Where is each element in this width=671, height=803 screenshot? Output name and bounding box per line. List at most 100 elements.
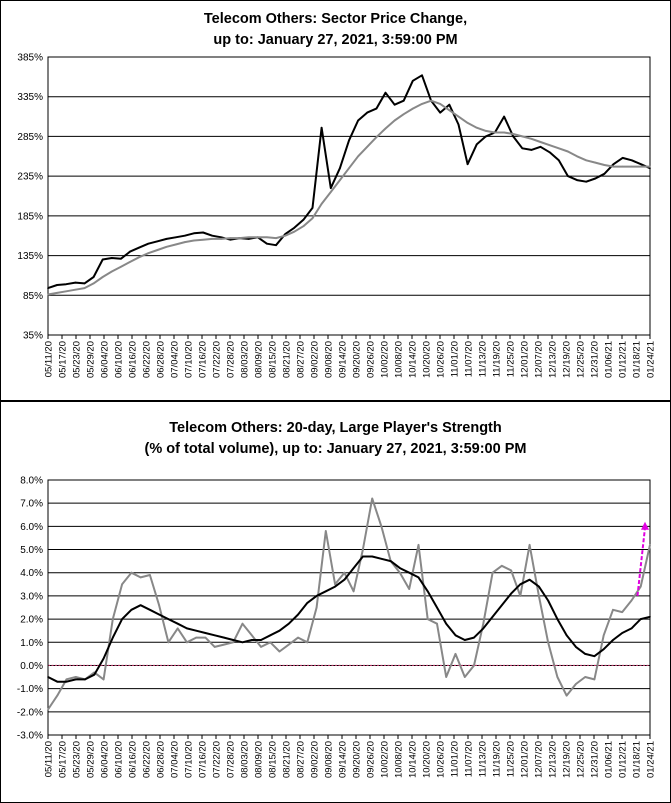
data-point xyxy=(602,648,605,650)
data-point xyxy=(101,276,104,278)
x-tick-label: 07/04/20 xyxy=(170,341,181,378)
data-point xyxy=(512,133,514,135)
data-point xyxy=(147,252,150,254)
data-point xyxy=(311,207,314,209)
x-tick-label: 11/19/20 xyxy=(492,341,503,377)
data-point xyxy=(528,544,531,546)
x-tick-label: 06/28/20 xyxy=(156,341,167,378)
x-tick-label: 01/06/21 xyxy=(604,341,615,378)
data-point xyxy=(475,143,478,146)
data-point xyxy=(229,237,232,239)
x-tick-label: 07/28/20 xyxy=(226,341,237,378)
data-point xyxy=(649,544,651,546)
x-tick-label: 11/01/20 xyxy=(450,341,461,377)
y-tick-label: 5.0% xyxy=(20,545,43,556)
data-point xyxy=(548,151,551,154)
data-point xyxy=(111,257,113,259)
x-tick-label: 10/20/20 xyxy=(422,341,433,378)
data-point xyxy=(149,609,151,611)
x-tick-label: 11/07/20 xyxy=(464,741,475,777)
data-point xyxy=(640,163,642,165)
data-point xyxy=(315,606,318,609)
y-tick-label: 6.0% xyxy=(20,522,43,533)
x-tick-label: 06/16/20 xyxy=(128,341,139,378)
data-point xyxy=(339,179,341,181)
data-point xyxy=(630,599,633,602)
x-tick-label: 11/25/20 xyxy=(506,341,517,377)
data-point xyxy=(640,165,642,168)
y-tick-label: 2.0% xyxy=(20,615,43,626)
x-tick-label: 09/02/20 xyxy=(310,341,321,378)
data-point xyxy=(548,144,551,146)
x-tick-label: 01/12/21 xyxy=(618,341,629,378)
data-point xyxy=(575,646,577,648)
data-point xyxy=(585,159,587,162)
data-point xyxy=(565,634,568,637)
x-tick-label: 07/16/20 xyxy=(198,741,209,778)
data-point xyxy=(266,242,268,245)
data-point xyxy=(639,585,642,588)
data-point xyxy=(501,604,503,606)
data-point xyxy=(334,583,336,586)
data-point xyxy=(362,548,364,551)
data-point xyxy=(306,602,309,604)
data-point xyxy=(402,99,405,102)
x-tick-label: 11/19/20 xyxy=(492,741,503,777)
chart-subtitle: (% of total volume), up to: January 27, … xyxy=(144,441,527,457)
data-point xyxy=(220,236,223,239)
chart-title: Telecom Others: Sector Price Change, xyxy=(203,11,468,27)
data-point xyxy=(184,234,186,237)
x-tick-label: 12/13/20 xyxy=(548,341,559,378)
data-point xyxy=(485,130,487,132)
x-tick-label: 05/17/20 xyxy=(58,341,69,378)
data-point xyxy=(393,119,396,122)
data-point xyxy=(530,138,533,140)
data-point xyxy=(482,622,485,625)
data-point xyxy=(156,249,159,251)
data-point xyxy=(149,574,151,576)
data-point xyxy=(491,571,494,574)
data-point xyxy=(260,639,262,641)
chart-subtitle: up to: January 27, 2021, 3:59:00 PM xyxy=(213,32,458,48)
data-point xyxy=(466,163,469,165)
data-point xyxy=(584,653,586,655)
data-point xyxy=(223,636,225,639)
data-point xyxy=(612,163,615,165)
data-point xyxy=(466,122,469,124)
data-point xyxy=(211,238,213,240)
x-tick-label: 07/22/20 xyxy=(212,341,223,378)
data-point xyxy=(251,639,253,641)
x-tick-label: 09/26/20 xyxy=(366,741,377,778)
data-point xyxy=(417,544,420,546)
data-point xyxy=(158,604,160,606)
data-point xyxy=(389,560,392,562)
x-tick-label: 07/04/20 xyxy=(170,741,181,778)
y-tick-label: 385% xyxy=(17,53,43,64)
y-tick-label: 4.0% xyxy=(20,568,43,579)
data-point xyxy=(357,119,359,122)
data-point xyxy=(558,147,560,150)
x-tick-label: 01/24/21 xyxy=(646,741,657,778)
data-point xyxy=(195,629,197,632)
x-tick-label: 07/10/20 xyxy=(184,341,195,378)
x-tick-label: 12/01/20 xyxy=(520,741,531,778)
x-tick-label: 06/04/20 xyxy=(100,741,111,778)
data-point xyxy=(186,627,188,630)
data-point xyxy=(457,115,460,118)
data-point xyxy=(293,227,296,229)
data-point xyxy=(538,585,540,588)
data-point xyxy=(176,622,179,625)
x-tick-label: 09/20/20 xyxy=(352,741,363,778)
data-point xyxy=(539,141,542,143)
data-point xyxy=(269,641,272,644)
data-point xyxy=(649,165,651,168)
data-point xyxy=(375,107,378,110)
data-point xyxy=(593,678,596,681)
x-tick-label: 11/07/20 xyxy=(464,341,475,377)
data-point xyxy=(649,167,651,169)
data-point xyxy=(538,595,540,597)
data-point xyxy=(121,618,123,620)
data-point xyxy=(384,127,387,130)
data-point xyxy=(445,676,448,678)
data-point xyxy=(426,618,429,620)
